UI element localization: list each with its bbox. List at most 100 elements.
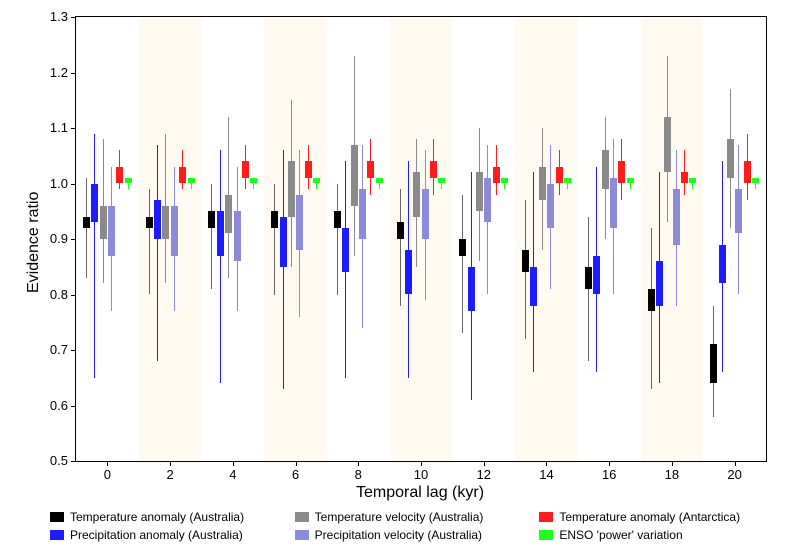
y-tick-label: 0.7	[34, 342, 68, 357]
whisker	[337, 184, 338, 295]
legend-item-tempVelAU: Temperature velocity (Australia)	[295, 510, 524, 524]
box-precipAnomAU	[468, 267, 475, 311]
whisker	[149, 189, 150, 294]
x-tick-mark	[609, 461, 610, 466]
legend-label: Precipitation velocity (Australia)	[315, 528, 482, 542]
x-tick-mark	[296, 461, 297, 466]
box-tempVelAU	[288, 161, 295, 217]
box-enso	[627, 178, 634, 184]
box-tempAnomAnt	[744, 161, 751, 183]
legend-item-tempAnomAU: Temperature anomaly (Australia)	[50, 510, 279, 524]
box-enso	[564, 178, 571, 184]
legend-swatch	[295, 512, 309, 522]
box-enso	[438, 178, 445, 184]
x-tick-mark	[421, 461, 422, 466]
x-tick-label: 12	[470, 467, 498, 482]
legend: Temperature anomaly (Australia) Temperatu…	[50, 510, 768, 542]
y-tick-label: 1.3	[34, 9, 68, 24]
whisker	[94, 134, 95, 378]
whisker	[283, 150, 284, 389]
box-tempAnomAU	[585, 267, 592, 289]
box-tempVelAU	[162, 206, 169, 239]
box-tempAnomAU	[146, 217, 153, 228]
box-enso	[501, 178, 508, 184]
y-tick-mark	[71, 239, 76, 240]
whisker	[220, 150, 221, 383]
y-tick-mark	[71, 461, 76, 462]
box-precipVelAU	[547, 184, 554, 228]
x-tick-label: 8	[344, 467, 372, 482]
whisker	[274, 184, 275, 295]
x-tick-mark	[233, 461, 234, 466]
x-tick-label: 14	[532, 467, 560, 482]
x-tick-label: 18	[658, 467, 686, 482]
plot-panel: 0.50.60.70.80.91.01.11.21.30246810121416…	[75, 16, 767, 462]
whisker	[588, 217, 589, 361]
x-tick-label: 16	[595, 467, 623, 482]
box-precipVelAU	[171, 206, 178, 256]
legend-label: ENSO 'power' variation	[559, 528, 682, 542]
legend-swatch	[539, 512, 553, 522]
x-axis-title: Temporal lag (kyr)	[75, 484, 765, 502]
y-tick-mark	[71, 128, 76, 129]
x-tick-label: 20	[721, 467, 749, 482]
box-precipVelAU	[484, 178, 491, 222]
box-precipAnomAU	[719, 245, 726, 284]
y-tick-mark	[71, 295, 76, 296]
y-tick-label: 0.6	[34, 398, 68, 413]
legend-label: Temperature velocity (Australia)	[315, 510, 484, 524]
y-tick-mark	[71, 350, 76, 351]
box-precipVelAU	[422, 189, 429, 239]
box-precipAnomAU	[405, 250, 412, 294]
box-tempVelAU	[539, 167, 546, 200]
legend-item-precipAnomAU: Precipitation anomaly (Australia)	[50, 528, 279, 542]
box-enso	[376, 178, 383, 184]
box-tempAnomAU	[459, 239, 466, 256]
y-tick-mark	[71, 73, 76, 74]
box-tempVelAU	[225, 195, 232, 234]
legend-item-tempAnomAnt: Temperature anomaly (Antarctica)	[539, 510, 768, 524]
box-tempVelAU	[664, 117, 671, 173]
legend-label: Temperature anomaly (Australia)	[70, 510, 244, 524]
box-precipAnomAU	[342, 228, 349, 272]
box-precipAnomAU	[280, 217, 287, 267]
x-tick-label: 6	[282, 467, 310, 482]
box-tempAnomAnt	[556, 167, 563, 184]
box-tempVelAU	[413, 172, 420, 216]
y-tick-label: 1.2	[34, 65, 68, 80]
box-tempAnomAU	[83, 217, 90, 228]
box-enso	[188, 178, 195, 184]
y-tick-label: 1.1	[34, 120, 68, 135]
box-tempAnomAU	[334, 211, 341, 228]
box-tempAnomAnt	[681, 172, 688, 183]
box-enso	[125, 178, 132, 184]
box-tempVelAU	[100, 206, 107, 239]
box-tempAnomAnt	[179, 167, 186, 184]
legend-item-enso: ENSO 'power' variation	[539, 528, 768, 542]
box-precipAnomAU	[91, 184, 98, 223]
box-precipAnomAU	[217, 211, 224, 255]
box-enso	[752, 178, 759, 184]
x-tick-mark	[107, 461, 108, 466]
legend-label: Precipitation anomaly (Australia)	[70, 528, 243, 542]
box-tempAnomAU	[648, 289, 655, 311]
y-tick-mark	[71, 406, 76, 407]
box-precipAnomAU	[593, 256, 600, 295]
box-tempAnomAnt	[242, 161, 249, 178]
box-precipVelAU	[735, 189, 742, 233]
box-tempAnomAnt	[305, 161, 312, 178]
box-tempVelAU	[476, 172, 483, 211]
x-tick-mark	[672, 461, 673, 466]
box-enso	[689, 178, 696, 184]
y-tick-label: 1.0	[34, 176, 68, 191]
legend-item-precipVelAU: Precipitation velocity (Australia)	[295, 528, 524, 542]
legend-swatch	[295, 530, 309, 540]
x-tick-mark	[170, 461, 171, 466]
x-tick-label: 4	[219, 467, 247, 482]
y-tick-label: 0.5	[34, 453, 68, 468]
plot-inner	[76, 17, 766, 461]
box-precipVelAU	[359, 189, 366, 239]
legend-swatch	[539, 530, 553, 540]
y-axis-title: Evidence ratio	[25, 192, 43, 293]
x-tick-mark	[358, 461, 359, 466]
